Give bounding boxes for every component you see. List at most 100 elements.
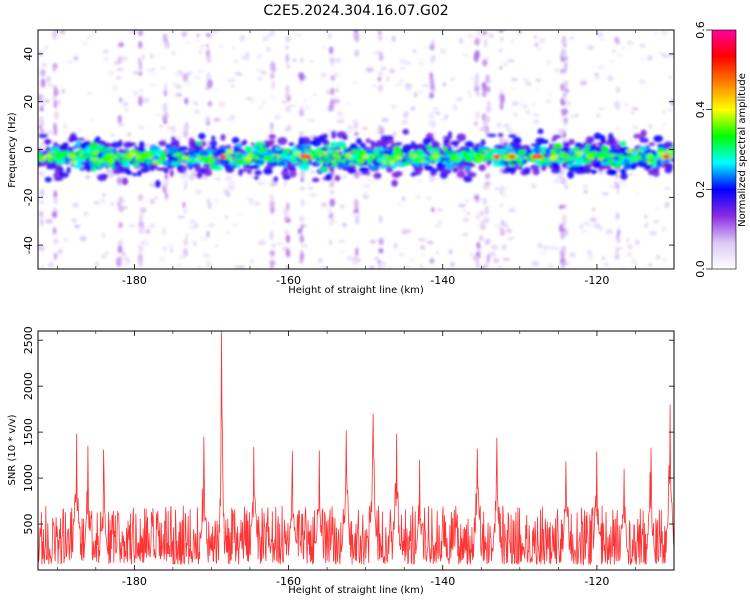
spectrogram-cell xyxy=(142,97,150,104)
spectrogram-cell xyxy=(351,119,359,123)
spectrogram-cell xyxy=(561,108,566,117)
spectrogram-cell xyxy=(575,113,580,117)
spectrogram-cell xyxy=(146,154,151,160)
spectrogram-cell xyxy=(587,140,593,145)
spectrogram-cell xyxy=(349,167,354,174)
spectrogram-cell xyxy=(329,141,338,149)
spectrogram-cell xyxy=(228,159,236,166)
spectrogram-cell xyxy=(591,207,596,212)
spectrogram-cell xyxy=(482,59,488,67)
spectrogram-cell xyxy=(52,227,57,235)
spectrogram-cell xyxy=(145,228,151,234)
spectrogram-cell xyxy=(175,264,182,268)
spectrogram-cell xyxy=(644,138,649,143)
spectrogram-cell xyxy=(649,230,658,236)
spectrogram-cell xyxy=(442,135,452,140)
spectrogram-cell xyxy=(59,30,66,35)
spectrogram-cell xyxy=(58,249,63,254)
spectrogram-cell xyxy=(151,68,156,71)
spectrogram-cell xyxy=(91,165,96,172)
spectrogram-cell xyxy=(301,199,305,207)
spectrogram-cell xyxy=(348,162,354,166)
spectrogram-cell xyxy=(202,156,208,161)
spectrogram-cell xyxy=(117,114,122,124)
spectrogram-cell xyxy=(269,259,274,269)
spectrogram-cell xyxy=(270,250,275,258)
spectrogram-cell xyxy=(417,180,423,184)
spectrogram-cell xyxy=(325,173,332,181)
spectrogram-cell xyxy=(561,214,568,224)
spectrogram-cell xyxy=(495,163,507,167)
spectrogram-cell xyxy=(299,234,305,244)
spectrogram-cell xyxy=(194,189,202,195)
spectrogram-cell xyxy=(482,149,490,153)
spectrogram-cell xyxy=(354,215,360,225)
spectrogram-cell xyxy=(116,68,124,72)
spectrogram-cell xyxy=(149,182,157,188)
spectrogram-cell xyxy=(272,220,276,224)
spectrogram-cell xyxy=(616,189,620,195)
spectrogram-cell xyxy=(134,151,142,155)
spectrogram-cell xyxy=(615,212,620,220)
spectrogram-cell xyxy=(622,103,630,106)
spectrogram-cell xyxy=(537,242,543,249)
spectrogram-cell xyxy=(624,165,631,170)
spectrogram-cell xyxy=(317,257,324,263)
spectrogram-cell xyxy=(190,171,197,176)
spectrogram-cell xyxy=(245,150,253,155)
spectrogram-cell xyxy=(52,62,57,73)
spectrogram-cell xyxy=(499,65,503,70)
spectrogram-cell xyxy=(260,70,267,76)
spectrogram-cell xyxy=(476,30,481,37)
spectrogram-cell xyxy=(233,265,239,269)
spectrogram-cell xyxy=(567,157,571,162)
spectrogram-cell xyxy=(224,215,229,220)
spectrogram-cell xyxy=(38,124,43,130)
spectrogram-cell xyxy=(90,118,94,122)
spectrogram-cell xyxy=(597,152,602,155)
spectrogram-cell xyxy=(72,202,79,208)
spectrogram-cell xyxy=(378,35,383,42)
spectrogram-cell xyxy=(436,111,441,115)
spectrogram-cell xyxy=(85,175,90,180)
spectrogram-cell xyxy=(57,155,65,161)
spectrogram-cell xyxy=(370,140,375,145)
spectrogram-cell xyxy=(442,146,448,152)
spectrogram-cell xyxy=(100,232,106,239)
spectrogram-cell xyxy=(417,89,424,94)
spectrogram-cell xyxy=(183,248,188,258)
spectrogram-cell xyxy=(63,238,68,242)
spectrogram-cell xyxy=(465,199,469,204)
colorbar-tick-label: 0.2 xyxy=(694,181,707,199)
spectrogram-cell xyxy=(428,45,435,50)
spectrogram-cell xyxy=(151,159,159,164)
spectrogram-cell xyxy=(452,104,459,111)
spectrogram-cell xyxy=(286,248,290,257)
spectrogram-cell xyxy=(666,163,674,171)
spectrogram-cell xyxy=(268,134,276,140)
spectrogram-cell xyxy=(123,256,130,262)
spectrogram-cell xyxy=(461,151,470,155)
spectrogram-cell xyxy=(308,140,317,145)
colorbar-tick-label: 0.4 xyxy=(694,101,707,119)
spectrogram-cell xyxy=(464,141,472,148)
spectrogram-cell xyxy=(151,165,158,169)
spectrogram-cell xyxy=(493,257,500,264)
spectrogram-cell xyxy=(116,177,123,185)
spectrogram-cell xyxy=(207,202,213,210)
spectrogram-cell xyxy=(390,104,397,110)
spectrogram-cell xyxy=(535,78,541,82)
spectrogram-cell xyxy=(170,248,174,253)
spectrogram-cell xyxy=(481,30,488,35)
spectrogram-cell xyxy=(53,122,57,133)
spectrogram-cell xyxy=(370,179,377,184)
spectrogram-cell xyxy=(46,165,51,170)
spectrogram-cell xyxy=(664,187,670,190)
x-tick-label: -180 xyxy=(122,274,147,287)
spectrogram-cell xyxy=(151,72,156,76)
spectrogram-cell xyxy=(593,132,602,140)
spectrogram-cell xyxy=(614,253,620,260)
spectrogram-cell xyxy=(43,139,52,144)
spectrogram-cell xyxy=(155,179,161,188)
spectrogram-cell xyxy=(89,153,96,157)
